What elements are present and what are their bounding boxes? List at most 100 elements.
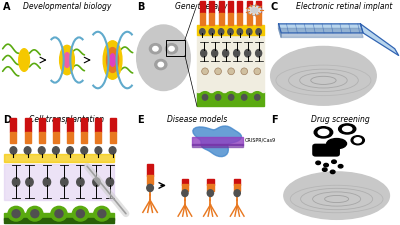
Ellipse shape [55,210,63,218]
Polygon shape [278,25,281,38]
Ellipse shape [153,47,158,52]
Ellipse shape [169,47,174,52]
Ellipse shape [27,207,43,221]
Text: Cell transplantation: Cell transplantation [30,115,104,124]
Bar [25,133,30,143]
Ellipse shape [61,178,68,187]
Ellipse shape [106,48,118,73]
Ellipse shape [72,207,88,221]
FancyBboxPatch shape [312,144,340,157]
Ellipse shape [228,95,234,101]
Bar [200,14,205,26]
Bar [192,144,242,147]
Ellipse shape [242,95,247,101]
Bar [234,179,240,186]
Polygon shape [360,25,399,56]
Bar [200,2,205,13]
Bar [39,133,45,143]
Ellipse shape [202,95,208,101]
Ellipse shape [284,172,390,219]
Ellipse shape [81,147,88,154]
Ellipse shape [314,127,333,138]
Bar [4,213,114,220]
Text: Gene therapy: Gene therapy [175,2,227,11]
Ellipse shape [256,29,261,36]
Ellipse shape [52,147,59,154]
Text: E: E [137,115,143,125]
Ellipse shape [251,92,263,104]
Bar [209,2,214,13]
Bar [256,2,261,13]
Ellipse shape [51,207,67,221]
Ellipse shape [228,69,234,75]
Ellipse shape [199,92,211,104]
Ellipse shape [150,44,162,55]
Ellipse shape [330,171,335,174]
Ellipse shape [200,29,205,36]
Ellipse shape [10,147,17,154]
Ellipse shape [202,69,208,75]
Bar [10,118,16,133]
Ellipse shape [98,210,106,218]
Bar [234,185,240,191]
Ellipse shape [254,69,261,75]
Ellipse shape [246,29,252,36]
Bar [247,2,252,13]
Ellipse shape [338,165,343,168]
Bar [197,92,264,107]
Ellipse shape [166,44,178,55]
Ellipse shape [234,50,240,58]
Ellipse shape [64,53,70,68]
Ellipse shape [271,47,376,106]
Ellipse shape [77,178,84,187]
Ellipse shape [95,147,102,154]
Bar [219,2,224,13]
Ellipse shape [76,210,84,218]
Text: Disease models: Disease models [167,115,227,124]
Bar [25,118,30,133]
Bar [247,14,252,26]
Polygon shape [278,29,363,38]
Ellipse shape [137,26,190,91]
Bar [209,14,214,26]
Ellipse shape [339,124,356,134]
Bar [197,26,264,36]
Text: Drug screening: Drug screening [311,115,370,124]
Ellipse shape [110,54,115,67]
Bar [81,133,87,143]
Text: CRISPR/Cas9: CRISPR/Cas9 [245,137,276,142]
Bar [256,14,261,26]
Text: D: D [3,115,11,125]
Bar [110,133,116,143]
Ellipse shape [38,147,45,154]
Bar [238,2,242,13]
Ellipse shape [147,184,153,192]
Ellipse shape [212,50,218,58]
Text: C: C [271,2,278,12]
Bar [192,137,242,145]
Ellipse shape [316,162,320,165]
Ellipse shape [228,29,233,36]
Text: A: A [3,2,10,12]
Text: Electronic retinal implant: Electronic retinal implant [296,2,393,11]
Ellipse shape [216,95,221,101]
Ellipse shape [67,147,74,154]
Ellipse shape [245,50,251,58]
Ellipse shape [254,95,260,101]
Ellipse shape [251,9,258,14]
Bar [147,164,154,176]
Bar [67,118,73,133]
Polygon shape [193,126,242,157]
Text: Developmental biology: Developmental biology [23,2,111,11]
Ellipse shape [109,147,116,154]
Ellipse shape [26,178,33,187]
Ellipse shape [94,207,110,221]
Ellipse shape [155,60,167,70]
Bar [238,14,242,26]
Ellipse shape [182,190,188,197]
Ellipse shape [234,190,240,197]
Ellipse shape [201,50,207,58]
Bar [182,185,188,191]
Ellipse shape [247,6,262,16]
Ellipse shape [351,136,364,145]
